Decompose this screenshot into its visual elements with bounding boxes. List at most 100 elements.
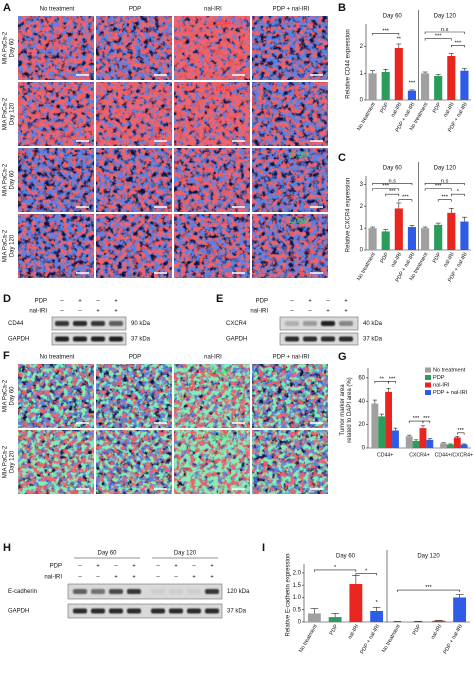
condition-sign: +: [114, 575, 118, 581]
significance-label: ***: [413, 416, 420, 422]
significance-bracket: [385, 193, 400, 197]
micrograph-marker: [96, 16, 172, 80]
blot-band: [151, 589, 165, 594]
significance-bracket: [451, 193, 465, 197]
row-label: MIA PaCa-2: [3, 97, 9, 130]
legend-swatch: [425, 375, 431, 380]
row-label: MIA PaCa-2: [3, 31, 9, 64]
y-axis-label: Relative E-cadherin expression: [286, 553, 292, 636]
y-tick-label: 0: [360, 248, 364, 254]
stain-word: DAPI: [233, 369, 247, 375]
blot-strip: [51, 316, 127, 331]
band-name: GAPDH: [226, 337, 247, 343]
bar-label: PDP: [379, 101, 390, 114]
significance-bracket: [398, 199, 413, 202]
band-size: 40 kDa: [363, 321, 383, 327]
band-size: 37 kDa: [363, 337, 383, 343]
blot-band: [73, 321, 87, 326]
panel-letter: B: [338, 2, 346, 14]
significance-label: **: [397, 36, 402, 42]
micrograph-marker: [18, 364, 94, 428]
condition-sign: +: [78, 299, 82, 305]
bar: [407, 90, 417, 100]
bar: [434, 224, 443, 250]
row-label: Day 120: [10, 234, 16, 257]
micrograph-marker: [96, 148, 172, 212]
bar-label: nal-IRI: [430, 624, 443, 641]
bar-label: nal-IRI: [443, 102, 456, 119]
condition-sign: +: [96, 309, 100, 315]
condition-sign: –: [78, 309, 82, 315]
significance-label: n.s: [441, 27, 449, 33]
bar: [412, 440, 420, 448]
stain-label: CD44 DAPI: [216, 21, 248, 27]
bar-label: No treatment: [356, 101, 377, 131]
condition-label: nal-IRI: [250, 309, 268, 315]
band-name: GAPDH: [8, 609, 29, 615]
y-axis-label: Relative CXCR4 expression: [346, 178, 352, 252]
bar: [405, 436, 413, 448]
condition-label: PDP: [256, 299, 268, 305]
micrograph-marker: [18, 82, 94, 146]
stain-label: CXCR4 DAPI: [289, 153, 326, 159]
micrograph-marker: [174, 364, 250, 428]
stain-word: CD44: [193, 369, 209, 375]
blot-band: [339, 336, 353, 342]
y-tick-label: 0: [362, 446, 366, 452]
condition-sign: –: [156, 564, 160, 570]
band-size: 90 kDa: [131, 321, 151, 327]
significance-bracket: [456, 432, 465, 435]
significance-label: *: [376, 600, 379, 606]
bar-label: No treatment: [356, 251, 377, 281]
micrograph-marker: [174, 148, 250, 212]
condition-sign: –: [290, 299, 294, 305]
bar-label: nal-IRI: [443, 252, 456, 269]
condition-sign: –: [174, 575, 178, 581]
bar: [453, 597, 467, 622]
bar: [381, 72, 390, 100]
micrograph-marker: [174, 82, 250, 146]
bar: [392, 430, 399, 448]
bar: [371, 403, 379, 448]
condition-sign: +: [210, 575, 214, 581]
condition-sign: –: [78, 564, 82, 570]
row-label: Day 60: [10, 170, 16, 190]
column-header: PDP: [129, 355, 141, 361]
y-tick-label: 2: [360, 204, 364, 210]
condition-sign: –: [60, 299, 64, 305]
micrograph-marker: [252, 430, 328, 494]
micrograph-marker: [96, 82, 172, 146]
band-name: CD44: [8, 321, 24, 327]
column-header: PDP + nal-IRI: [273, 355, 310, 361]
y-tick-label: 2.0: [293, 570, 302, 576]
y-tick-label: 1: [360, 226, 364, 232]
significance-bracket: [424, 188, 452, 191]
bar: [307, 613, 321, 622]
significance-label: ***: [402, 195, 409, 201]
condition-sign: +: [344, 299, 348, 305]
bar-label: No treatment: [381, 623, 402, 653]
blot-band: [73, 608, 87, 614]
blot-band: [91, 321, 105, 326]
y-tick-label: 1.0: [293, 595, 302, 601]
y-tick-label: 3: [360, 182, 364, 188]
condition-label: nal-IRI: [29, 309, 47, 315]
stain-label: CXCR4 DAPI: [289, 219, 326, 225]
bar: [385, 391, 393, 448]
y-tick-label: 20: [358, 422, 365, 428]
y-tick-label: 2: [360, 44, 364, 50]
band-size: 120 kDa: [227, 589, 250, 595]
blot-band: [109, 336, 123, 342]
y-tick-label: 0: [298, 620, 302, 626]
bar: [440, 443, 447, 448]
band-size: 37 kDa: [131, 337, 151, 343]
stain-word: CD44: [216, 21, 232, 27]
column-header: No treatment: [40, 7, 75, 13]
column-header: nal-IRI: [204, 355, 222, 361]
condition-sign: –: [114, 564, 118, 570]
significance-label: ***: [423, 416, 430, 422]
bar: [446, 444, 454, 448]
column-header: nal-IRI: [204, 7, 222, 13]
significance-label: n.s: [389, 178, 397, 184]
